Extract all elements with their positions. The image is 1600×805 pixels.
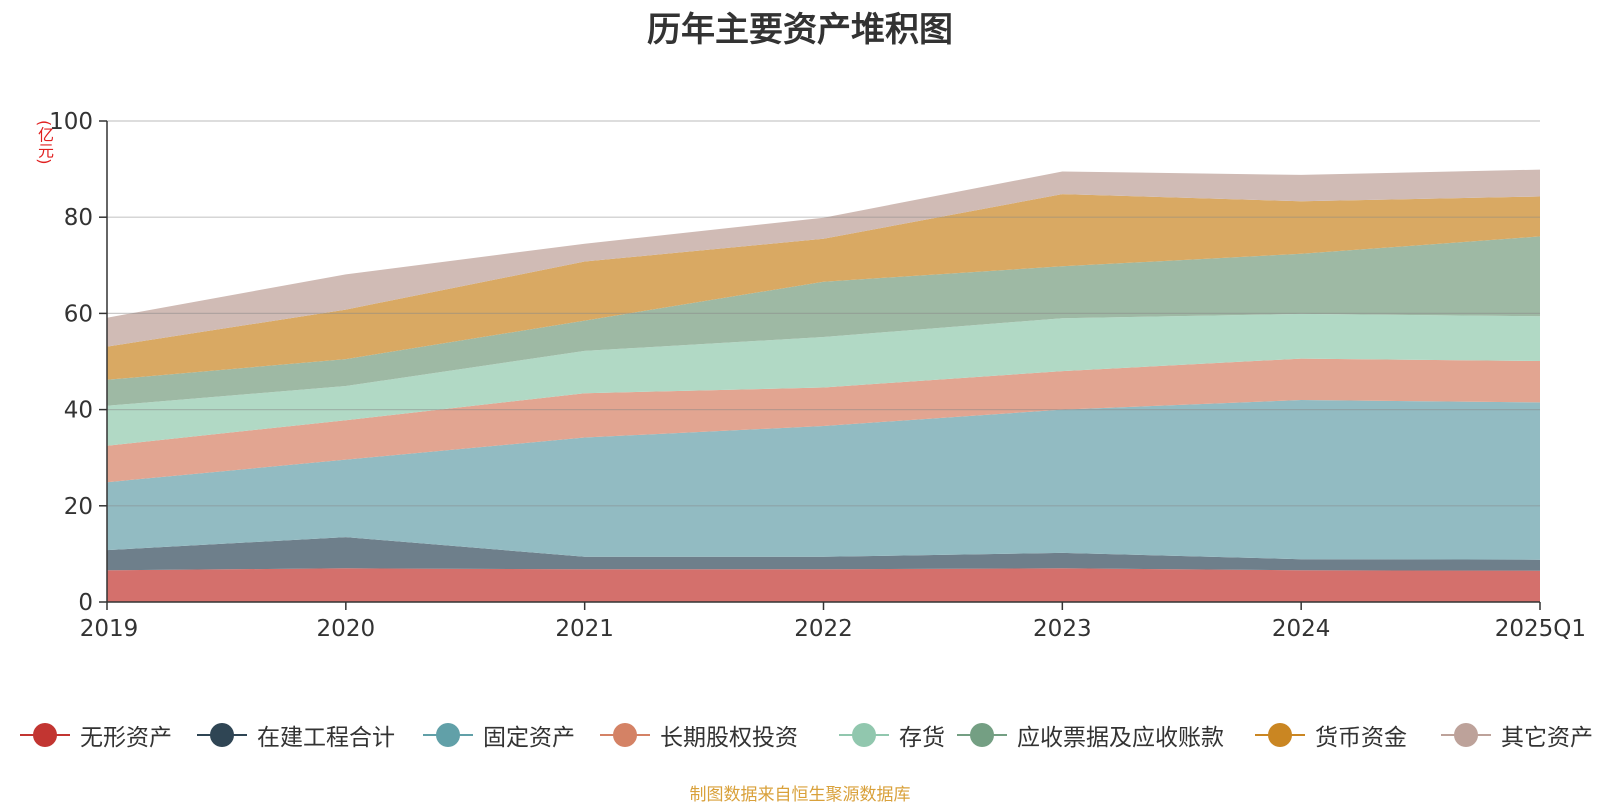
legend-label: 固定资产 xyxy=(483,725,575,751)
legend-label: 存货 xyxy=(899,725,945,751)
legend-marker-icon xyxy=(957,718,1007,752)
legend-label: 应收票据及应收账款 xyxy=(1017,725,1224,751)
grid-lines xyxy=(107,120,1540,507)
legend-item-0[interactable]: 无形资产 xyxy=(20,718,172,752)
stacked-area-chart: 0 20 40 60 80 100 2019 2020 2021 2022 2023 2024 2025… xyxy=(49,109,1586,642)
legend-label: 货币资金 xyxy=(1315,725,1407,751)
axes: 0 20 40 60 80 100 2019 2020 2021 2022 2023 2024 2025… xyxy=(49,109,1586,642)
y-axis-unit: (亿元) xyxy=(35,120,54,165)
chart-title: 历年主要资产堆积图 xyxy=(647,10,953,50)
y-tick-label-2: 40 xyxy=(64,398,93,424)
area-series-group xyxy=(107,169,1540,602)
y-tick-label-3: 60 xyxy=(64,301,93,327)
area-series-4 xyxy=(107,313,1540,446)
data-source-note: 制图数据来自恒生聚源数据库 xyxy=(689,785,911,805)
area-series-3 xyxy=(107,358,1540,483)
legend-item-6[interactable]: 货币资金 xyxy=(1255,718,1407,752)
legend-label: 无形资产 xyxy=(80,725,172,751)
legend-marker-icon xyxy=(839,718,889,752)
legend-marker-icon xyxy=(423,718,473,752)
legend-marker-icon xyxy=(600,718,650,752)
y-tick-label-1: 20 xyxy=(64,494,93,520)
area-series-7 xyxy=(107,169,1540,347)
legend-item-7[interactable]: 其它资产 xyxy=(1441,718,1593,752)
x-tick-label-1: 2020 xyxy=(317,616,376,642)
legend-label: 在建工程合计 xyxy=(257,725,395,751)
x-tick-label-2: 2021 xyxy=(555,616,614,642)
legend-item-5[interactable]: 应收票据及应收账款 xyxy=(957,718,1224,752)
legend-marker-icon xyxy=(20,718,70,752)
legend-item-3[interactable]: 长期股权投资 xyxy=(600,718,798,752)
legend-marker-icon xyxy=(197,718,247,752)
x-tick-label-5: 2024 xyxy=(1272,616,1331,642)
area-series-0 xyxy=(107,568,1540,602)
area-series-1 xyxy=(107,537,1540,571)
legend-marker-icon xyxy=(1441,718,1491,752)
x-tick-label-0: 2019 xyxy=(80,616,139,642)
legend-label: 长期股权投资 xyxy=(660,725,798,751)
legend-marker-icon xyxy=(1255,718,1305,752)
y-tick-label-0: 0 xyxy=(78,590,93,616)
chart-legend: 无形资产 在建工程合计 固定资产 长期股权投资 存货 应收票据及应收账款 货币资金 其它资产 xyxy=(0,718,1600,752)
legend-item-1[interactable]: 在建工程合计 xyxy=(197,718,395,752)
x-tick-label-6: 2025Q1 xyxy=(1495,616,1586,642)
area-series-2 xyxy=(107,400,1540,560)
legend-item-2[interactable]: 固定资产 xyxy=(423,718,575,752)
x-tick-label-3: 2022 xyxy=(794,616,853,642)
legend-item-4[interactable]: 存货 xyxy=(839,718,945,752)
y-tick-label-5: 100 xyxy=(49,109,93,135)
y-tick-label-4: 80 xyxy=(64,205,93,231)
x-tick-label-4: 2023 xyxy=(1033,616,1092,642)
area-series-5 xyxy=(107,236,1540,406)
area-series-6 xyxy=(107,194,1540,380)
legend-label: 其它资产 xyxy=(1501,725,1593,751)
